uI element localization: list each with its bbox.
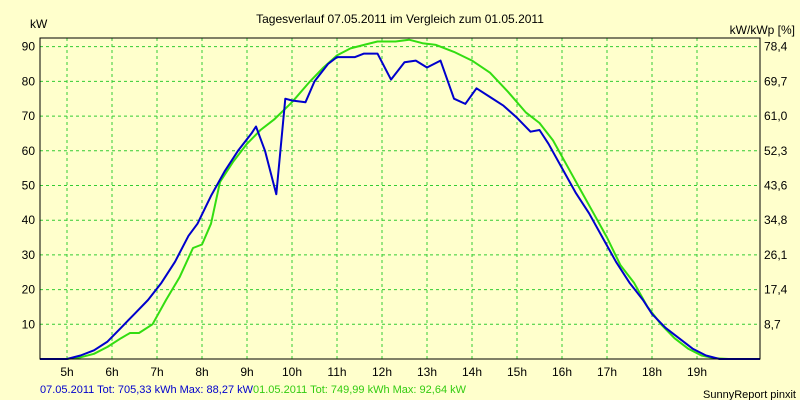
chart-title: Tagesverlauf 07.05.2011 im Vergleich zum… <box>256 12 544 26</box>
y-tick-label-right: 43,6 <box>764 178 788 192</box>
x-tick-label: 13h <box>417 365 437 379</box>
series-line-blue <box>40 52 760 360</box>
y-tick-label-right: 78,4 <box>764 40 788 54</box>
y-tick-label-left: 90 <box>22 40 36 54</box>
y-tick-label-left: 50 <box>22 178 36 192</box>
y-tick-label-left: 20 <box>22 283 36 297</box>
x-tick-label: 12h <box>372 365 392 379</box>
y-tick-label-left: 30 <box>22 248 36 262</box>
plot-area-frame <box>39 37 761 360</box>
legend-blue-summary: 07.05.2011 Tot: 705,33 kWh Max: 88,27 kW <box>40 384 254 396</box>
axis-ticks: 10 8,7 20 17,4 30 26,1 40 34,8 50 43,6 60 52,3 70 61,… <box>22 40 788 379</box>
brand-label: SunnyReport pinxit <box>703 389 796 400</box>
x-tick-label: 18h <box>642 365 662 379</box>
x-tick-label: 17h <box>597 365 617 379</box>
x-tick-label: 5h <box>60 365 73 379</box>
x-tick-label: 7h <box>150 365 163 379</box>
y-tick-label-right: 52,3 <box>764 144 788 158</box>
y-tick-label-left: 60 <box>22 144 36 158</box>
y-tick-label-right: 69,7 <box>764 74 788 88</box>
y-tick-label-left: 40 <box>22 213 36 227</box>
x-tick-label: 9h <box>240 365 253 379</box>
x-tick-label: 8h <box>195 365 208 379</box>
x-tick-label: 15h <box>507 365 527 379</box>
x-tick-label: 11h <box>327 365 346 379</box>
x-tick-label: 16h <box>552 365 572 379</box>
y-tick-label-right: 17,4 <box>764 283 788 297</box>
y-tick-label-right: 8,7 <box>764 317 781 331</box>
y-tick-label-left: 70 <box>22 109 36 123</box>
y-tick-label-left: 10 <box>22 317 36 331</box>
y-axis-left-label: kW <box>30 17 48 31</box>
y-tick-label-right: 34,8 <box>764 213 788 227</box>
x-tick-label: 19h <box>687 365 707 379</box>
grid-lines <box>40 38 760 359</box>
y-axis-right-label: kW/kWp [%] <box>730 23 795 37</box>
y-tick-label-right: 61,0 <box>764 109 788 123</box>
series-line-green <box>40 38 760 360</box>
x-tick-label: 10h <box>282 365 302 379</box>
legend-green-summary: 01.05.2011 Tot: 749,99 kWh Max: 92,64 kW <box>253 384 467 396</box>
series-lines <box>40 38 760 360</box>
y-tick-label-left: 80 <box>22 74 36 88</box>
x-tick-label: 14h <box>462 365 482 379</box>
y-tick-label-right: 26,1 <box>764 248 788 262</box>
x-tick-label: 6h <box>105 365 118 379</box>
